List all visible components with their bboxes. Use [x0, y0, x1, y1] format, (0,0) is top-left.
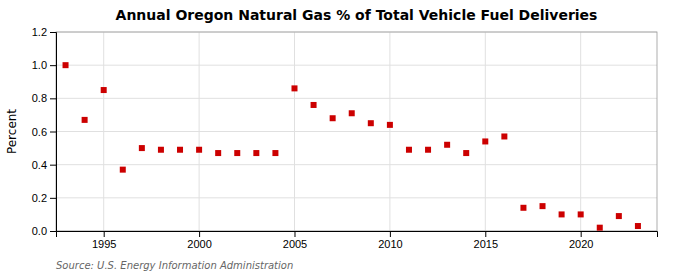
grid-line-x — [294, 32, 295, 231]
x-tick: 1995 — [92, 231, 116, 250]
y-tick-mark — [50, 65, 56, 66]
title: Annual Oregon Natural Gas % of Total Veh… — [116, 7, 598, 23]
point — [158, 147, 164, 153]
point — [215, 150, 221, 156]
point — [482, 138, 488, 144]
y-tick: 0.4 — [32, 159, 56, 171]
y-tick-mark — [50, 98, 56, 99]
x-tick-label: 2005 — [283, 238, 307, 250]
x-tick-mark — [294, 231, 295, 237]
point — [444, 142, 450, 148]
point — [368, 120, 374, 126]
source-note: Source: U.S. Energy Information Administ… — [56, 260, 293, 271]
point — [196, 147, 202, 153]
y-tick-mark — [50, 165, 56, 166]
x-tick-mark — [390, 231, 391, 237]
point — [139, 145, 145, 151]
x-tick: 2000 — [187, 231, 211, 250]
point — [234, 150, 240, 156]
grid-line-y — [56, 197, 657, 198]
y-tick-label: 0.0 — [32, 225, 47, 237]
plot-area: 1995 2000 2005 2010 2015 2020 0.0 0.2 0.4 0.6 0.8 1… — [32, 26, 658, 250]
grid-line-x — [103, 32, 104, 231]
grid-line-x — [199, 32, 200, 231]
y-tick-mark — [50, 231, 56, 232]
point — [101, 87, 107, 93]
y-tick: 1.2 — [32, 26, 56, 38]
x-tick: 2020 — [569, 231, 593, 250]
x-tick-mark — [485, 231, 486, 237]
point — [597, 225, 603, 231]
point — [177, 147, 183, 153]
grid-line-y — [56, 131, 657, 132]
point — [635, 223, 641, 229]
point — [291, 85, 297, 91]
point — [272, 150, 278, 156]
grid-line-x — [485, 32, 486, 231]
x-tick-label: 2000 — [187, 238, 211, 250]
grid-line-y — [56, 65, 657, 66]
grid-line-y — [56, 98, 657, 99]
x-tick: 2010 — [378, 231, 402, 250]
grid-line-y — [56, 164, 657, 165]
x-tick: 2015 — [474, 231, 498, 250]
point — [82, 117, 88, 123]
y-tick-mark — [50, 132, 56, 133]
y-tick: 0.6 — [32, 126, 56, 138]
x-tick-label: 2015 — [474, 238, 498, 250]
y-tick-label: 1.2 — [32, 26, 47, 38]
y-tick: 0.8 — [32, 92, 56, 104]
point — [501, 133, 507, 139]
point — [540, 203, 546, 209]
point — [120, 167, 126, 173]
y-tick-mark — [50, 198, 56, 199]
y-axis: 0.0 0.2 0.4 0.6 0.8 1.0 1.2 — [32, 26, 57, 237]
y-tick: 1.0 — [32, 59, 56, 71]
grid — [56, 32, 657, 231]
y-tick-label: 0.6 — [32, 126, 47, 138]
point — [253, 150, 259, 156]
chart: 1995 2000 2005 2010 2015 2020 0.0 0.2 0.4 0.6 0.8 1… — [0, 0, 675, 275]
point — [616, 213, 622, 219]
y-tick-label: 0.8 — [32, 92, 47, 104]
y-tick: 0.2 — [32, 192, 56, 204]
x-tick-mark — [199, 231, 200, 237]
x-tick-mark — [581, 231, 582, 237]
x-axis-line — [57, 232, 658, 238]
point — [578, 211, 584, 217]
point — [330, 115, 336, 121]
y-tick-label: 0.4 — [32, 159, 47, 171]
y-tick-label: 0.2 — [32, 192, 47, 204]
y-tick: 0.0 — [32, 225, 56, 237]
plot-frame — [56, 32, 657, 231]
x-tick-label: 1995 — [92, 238, 116, 250]
y-axis-line — [50, 33, 57, 232]
point — [463, 150, 469, 156]
point — [63, 62, 69, 68]
x-tick-label: 2020 — [569, 238, 593, 250]
x-tick-label: 2010 — [378, 238, 402, 250]
point — [559, 211, 565, 217]
point — [349, 110, 355, 116]
point — [520, 205, 526, 211]
point — [387, 122, 393, 128]
point — [406, 147, 412, 153]
point — [425, 147, 431, 153]
points — [63, 62, 641, 231]
x-tick: 2005 — [283, 231, 307, 250]
x-tick-mark — [104, 231, 105, 237]
x-axis: 1995 2000 2005 2010 2015 2020 — [57, 231, 658, 250]
grid-line-x — [389, 32, 390, 231]
y-tick-mark — [50, 32, 56, 33]
grid-line-x — [580, 32, 581, 231]
y-tick-label: 1.0 — [32, 59, 47, 71]
point — [311, 102, 317, 108]
y-axis-title: Percent — [5, 109, 19, 154]
